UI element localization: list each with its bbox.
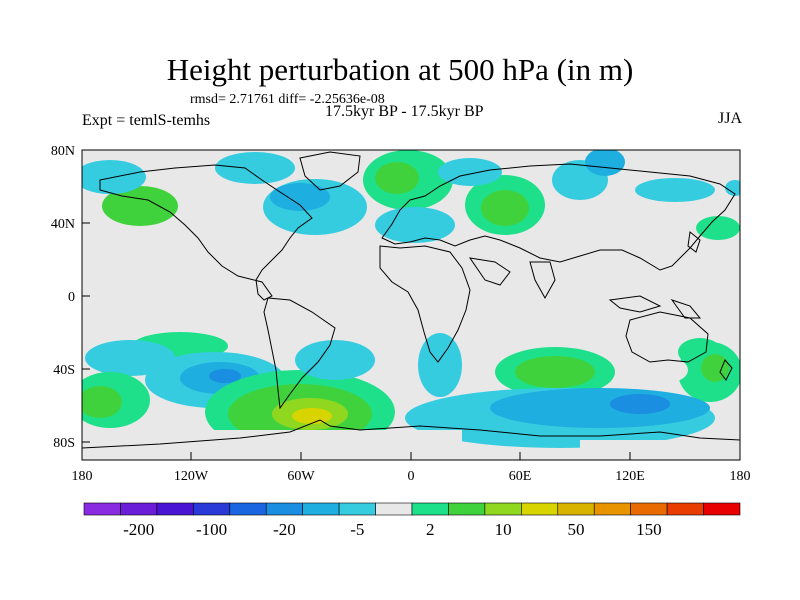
lon-label: 60E (509, 469, 532, 484)
colorbar-label: -200 (123, 520, 154, 539)
colorbar-label: -20 (273, 520, 296, 539)
lon-ticks (81, 452, 741, 460)
colorbar-swatch (302, 502, 340, 516)
colorbar-label: 2 (426, 520, 435, 539)
colorbar-swatch (229, 502, 267, 516)
colorbar-swatch (703, 502, 741, 516)
colorbar-swatch (557, 502, 595, 516)
colorbar-swatch (630, 502, 668, 516)
lat-label: 40N (51, 217, 75, 232)
colorbar-swatch (83, 502, 121, 516)
lat-label: 0 (68, 290, 75, 305)
colorbar-swatch (666, 502, 704, 516)
contour-fills (82, 150, 740, 460)
colorbar-label: 150 (636, 520, 662, 539)
lon-label: 120E (615, 469, 645, 484)
colorbar-label: -100 (196, 520, 227, 539)
lon-label: 120W (174, 469, 209, 484)
coastlines (82, 151, 740, 449)
period-text: 17.5kyr BP - 17.5kyr BP (325, 103, 484, 120)
colorbar (83, 502, 741, 516)
colorbar-labels: -200 -100 -20 -5 2 10 50 150 (123, 520, 662, 539)
colorbar-swatch (448, 502, 486, 516)
colorbar-swatch (120, 502, 158, 516)
colorbar-swatch (193, 502, 231, 516)
colorbar-label: 10 (495, 520, 512, 539)
lat-label: 40S (53, 363, 75, 378)
colorbar-swatch (411, 502, 449, 516)
lon-label: 60W (287, 469, 315, 484)
colorbar-swatch (593, 502, 631, 516)
colorbar-swatch (265, 502, 303, 516)
colorbar-label: -5 (350, 520, 364, 539)
lat-label: 80S (53, 436, 75, 451)
colorbar-label: 50 (568, 520, 585, 539)
colorbar-swatch (521, 502, 559, 516)
lon-label: 0 (408, 469, 415, 484)
stats-text: rmsd= 2.71761 diff= -2.25636e-08 (190, 92, 385, 107)
chart-title: Height perturbation at 500 hPa (in m) (166, 52, 634, 87)
lon-label: 180 (730, 469, 751, 484)
experiment-label: Expt = temlS-temhs (82, 112, 211, 129)
colorbar-swatch (484, 502, 522, 516)
colorbar-swatch (338, 502, 376, 516)
lat-ticks (82, 149, 90, 443)
lon-label: 180 (72, 469, 93, 484)
colorbar-swatch (375, 502, 413, 516)
colorbar-swatch (156, 502, 194, 516)
lat-label: 80N (51, 144, 75, 159)
season-label: JJA (717, 110, 742, 127)
